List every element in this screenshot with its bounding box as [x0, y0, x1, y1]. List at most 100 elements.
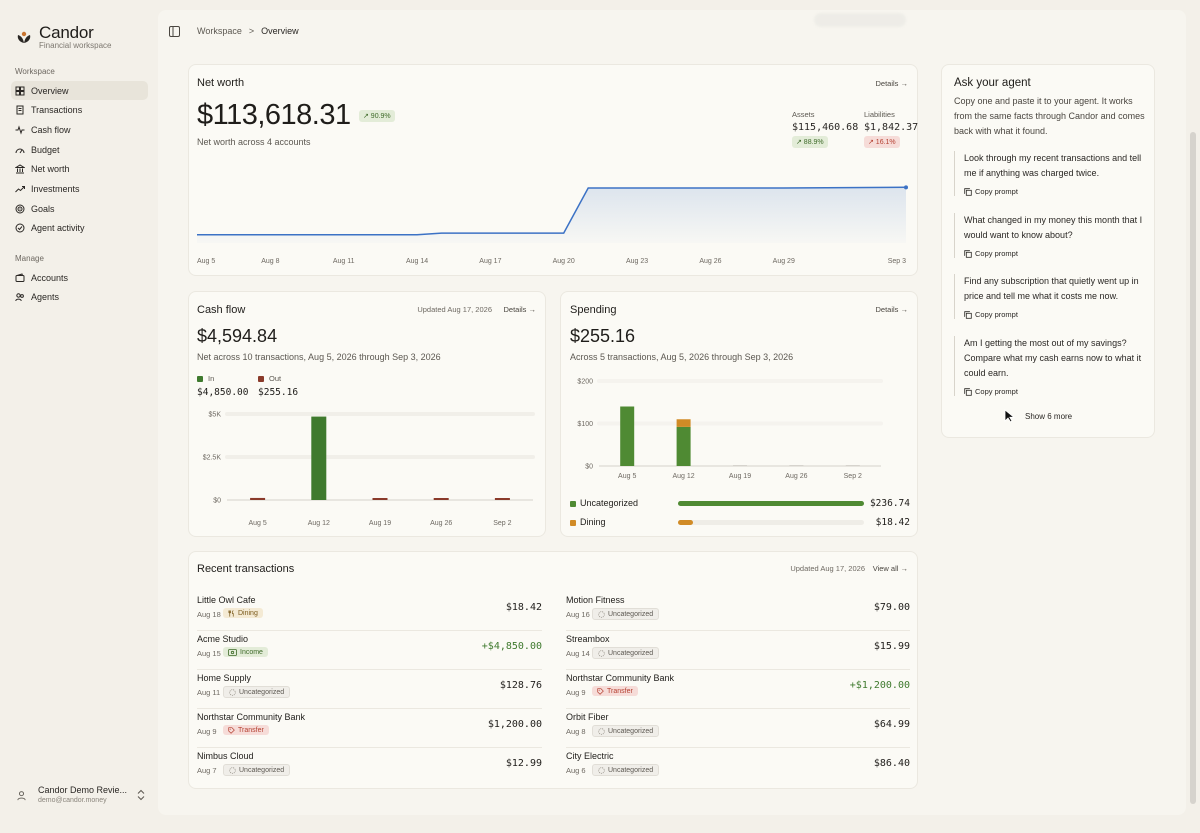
sidebar-item-label: Goals [31, 203, 55, 214]
transaction-category-badge[interactable]: Dining [223, 608, 263, 618]
copy-prompt-label: Copy prompt [975, 310, 1018, 319]
cash-flow-bar-in[interactable] [311, 416, 327, 500]
transaction-amount: $64.99 [873, 719, 910, 730]
tag-icon [597, 687, 604, 695]
sidebar-item-overview[interactable]: Overview [11, 81, 148, 100]
breadcrumb-workspace[interactable]: Workspace [197, 26, 242, 36]
sidebar-item-agent-activity[interactable]: Agent activity [11, 219, 148, 238]
net-worth-card: Net worth Details → $113,618.31 ↗ 90.9% … [188, 64, 918, 276]
spending-category-swatch [570, 501, 576, 507]
scrollbar[interactable] [1190, 132, 1196, 804]
top-search-pill[interactable] [814, 13, 906, 27]
transaction-row[interactable]: Acme Studio Aug 15 Income +$4,850.00 [197, 632, 542, 670]
transaction-row[interactable]: Northstar Community Bank Aug 9 Transfer +$1… [566, 671, 910, 709]
copy-prompt-button[interactable]: Copy prompt [964, 310, 1152, 319]
sidebar-item-label: Accounts [31, 272, 69, 283]
brand-name: Candor [39, 23, 94, 42]
transaction-category-badge[interactable]: Uncategorized [592, 608, 660, 620]
net-worth-x-tick: Aug 14 [406, 258, 428, 265]
spending-category-swatch [570, 520, 576, 526]
spending-value: $255.16 [570, 326, 636, 346]
transaction-row[interactable]: Orbit Fiber Aug 8 Uncategorized $64.99 [566, 710, 910, 748]
spending-category-track [678, 520, 864, 525]
transaction-category-badge[interactable]: Uncategorized [592, 725, 660, 737]
transaction-row[interactable]: City Electric Aug 6 Uncategorized $86.40 [566, 749, 910, 787]
dashed-circle-icon [229, 688, 236, 696]
transaction-category-label: Transfer [607, 687, 633, 695]
view-all-link[interactable]: View all → [872, 564, 908, 573]
transaction-amount: $86.40 [873, 758, 910, 769]
net-worth-details-link[interactable]: Details → [875, 79, 908, 88]
transaction-row[interactable]: Home Supply Aug 11 Uncategorized $128.76 [197, 671, 542, 709]
sidebar-item-label: Cash flow [31, 124, 71, 135]
copy-prompt-label: Copy prompt [975, 249, 1018, 258]
transaction-merchant: Northstar Community Bank [197, 712, 306, 722]
cash-flow-bar-out[interactable] [433, 498, 449, 500]
transaction-category-badge[interactable]: Uncategorized [592, 764, 660, 776]
transaction-category-badge[interactable]: Transfer [592, 686, 638, 696]
copy-prompt-button[interactable]: Copy prompt [964, 249, 1152, 258]
brand[interactable]: Candor Financial workspace [15, 23, 111, 51]
copy-icon [964, 187, 972, 196]
agent-prompt: Am I getting the most out of my savings?… [954, 336, 1152, 396]
trending-up-icon [15, 186, 25, 193]
copy-prompt-label: Copy prompt [975, 187, 1018, 196]
cash-flow-bar-out[interactable] [494, 498, 510, 500]
cash-flow-details-link[interactable]: Details → [503, 305, 536, 314]
cash-flow-x-tick: Aug 12 [308, 520, 330, 527]
transaction-amount: $1,200.00 [487, 719, 542, 730]
transaction-merchant: Streambox [566, 634, 610, 644]
sidebar-item-investments[interactable]: Investments [11, 180, 148, 199]
transaction-merchant: Acme Studio [197, 634, 249, 644]
spending-category-row[interactable]: Dining $18.42 [570, 517, 910, 531]
show-more-button[interactable]: Show 6 more [1025, 412, 1073, 421]
user-menu[interactable]: Candor Demo Revie... demo@candor.money [12, 781, 146, 809]
spending-category-row[interactable]: Uncategorized $236.74 [570, 498, 910, 512]
sidebar-toggle-icon[interactable] [169, 26, 180, 37]
sidebar-item-budget[interactable]: Budget [11, 140, 148, 159]
spending-details-link[interactable]: Details → [875, 305, 908, 314]
net-worth-title: Net worth [197, 77, 245, 89]
transaction-amount: $12.99 [505, 758, 542, 769]
spending-bar-dining[interactable] [676, 419, 691, 427]
candor-logo-icon [17, 31, 31, 43]
chevron-up-down-icon[interactable] [136, 789, 146, 801]
sidebar-item-accounts[interactable]: Accounts [11, 268, 148, 287]
transaction-category-badge[interactable]: Uncategorized [592, 647, 660, 659]
spending-bar-empty [733, 465, 747, 466]
sidebar-item-label: Agent activity [31, 223, 85, 234]
sidebar-item-agents[interactable]: Agents [11, 288, 148, 307]
sidebar-item-net-worth[interactable]: Net worth [11, 160, 148, 179]
user-email: demo@candor.money [38, 797, 107, 804]
agent-description: Copy one and paste it to your agent. It … [954, 96, 1145, 136]
transaction-category-badge[interactable]: Uncategorized [223, 764, 291, 776]
sidebar-item-goals[interactable]: Goals [11, 199, 148, 218]
cash-flow-bar-out[interactable] [250, 497, 266, 500]
copy-prompt-button[interactable]: Copy prompt [964, 387, 1152, 396]
transaction-amount: $79.00 [873, 602, 910, 613]
agent-prompt: Find any subscription that quietly went … [954, 274, 1152, 319]
transaction-date: Aug 6 [566, 766, 586, 775]
transaction-row[interactable]: Motion Fitness Aug 16 Uncategorized $79.00 [566, 593, 910, 631]
transactions-title: Recent transactions [197, 563, 295, 575]
sidebar-item-label: Overview [31, 85, 69, 96]
transaction-row[interactable]: Little Owl Cafe Aug 18 Dining $18.42 [197, 593, 542, 631]
transaction-merchant: City Electric [566, 751, 614, 761]
gauge-icon [15, 148, 25, 153]
spending-x-tick: Aug 26 [785, 473, 807, 480]
spending-bar-uncategorized[interactable] [676, 426, 691, 466]
agent-prompt: Look through my recent transactions and … [954, 151, 1152, 196]
transaction-category-badge[interactable]: Uncategorized [223, 686, 291, 698]
transaction-row[interactable]: Northstar Community Bank Aug 9 Transfer $1,… [197, 710, 542, 748]
transaction-row[interactable]: Streambox Aug 14 Uncategorized $15.99 [566, 632, 910, 670]
mouse-cursor-icon [1004, 409, 1016, 423]
transaction-category-badge[interactable]: Income [223, 647, 268, 657]
cash-flow-bar-out[interactable] [372, 498, 388, 500]
transaction-category-label: Uncategorized [608, 610, 654, 618]
transaction-row[interactable]: Nimbus Cloud Aug 7 Uncategorized $12.99 [197, 749, 542, 787]
sidebar-item-transactions[interactable]: Transactions [11, 101, 148, 120]
spending-bar-uncategorized[interactable] [620, 406, 635, 467]
transaction-category-badge[interactable]: Transfer [223, 725, 269, 735]
copy-prompt-button[interactable]: Copy prompt [964, 187, 1152, 196]
sidebar-item-cash-flow[interactable]: Cash flow [11, 120, 148, 139]
